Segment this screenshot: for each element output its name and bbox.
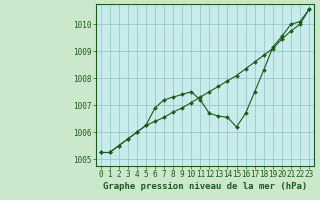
X-axis label: Graphe pression niveau de la mer (hPa): Graphe pression niveau de la mer (hPa): [103, 182, 307, 191]
